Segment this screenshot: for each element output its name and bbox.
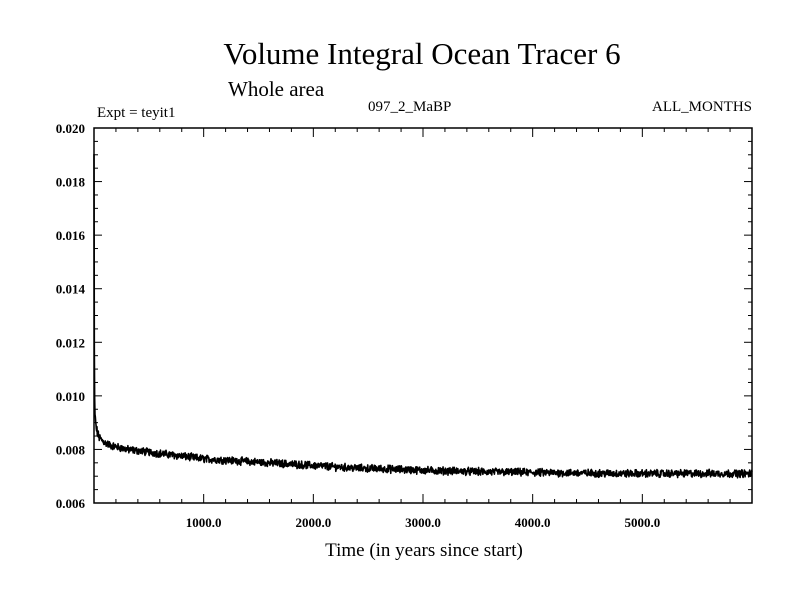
y-tick-label-0: 0.006 [56,496,86,511]
experiment-label: Expt = teyit1 [97,105,175,121]
y-tick-label-6: 0.018 [56,175,86,190]
x-tick-label-0: 1000.0 [186,515,222,530]
series-layer [93,154,753,479]
y-tick-label-5: 0.016 [56,228,86,243]
x-axis-label: Time (in years since start) [325,540,523,561]
series-line-0 [93,154,753,479]
y-tick-label-3: 0.012 [56,335,85,350]
plot-frame [93,127,753,504]
x-tick-label-2: 3000.0 [405,515,441,530]
y-tick-label-1: 0.008 [56,442,86,457]
months-label: ALL_MONTHS [652,99,752,115]
x-axis: 1000.0 2000.0 3000.0 4000.0 5000.0 [115,128,731,530]
y-tick-label-2: 0.010 [56,389,85,404]
period-label: 097_2_MaBP [368,99,451,115]
y-tick-label-4: 0.014 [56,282,86,297]
x-tick-label-4: 5000.0 [624,515,660,530]
chart-subtitle: Whole area [228,77,325,101]
y-axis: 0.006 0.008 0.010 0.012 0.014 0.016 0.018 0.020 [56,121,752,511]
x-tick-label-3: 4000.0 [515,515,551,530]
y-tick-label-7: 0.020 [56,121,85,136]
chart-title: Volume Integral Ocean Tracer 6 [223,36,620,71]
x-tick-label-1: 2000.0 [295,515,331,530]
